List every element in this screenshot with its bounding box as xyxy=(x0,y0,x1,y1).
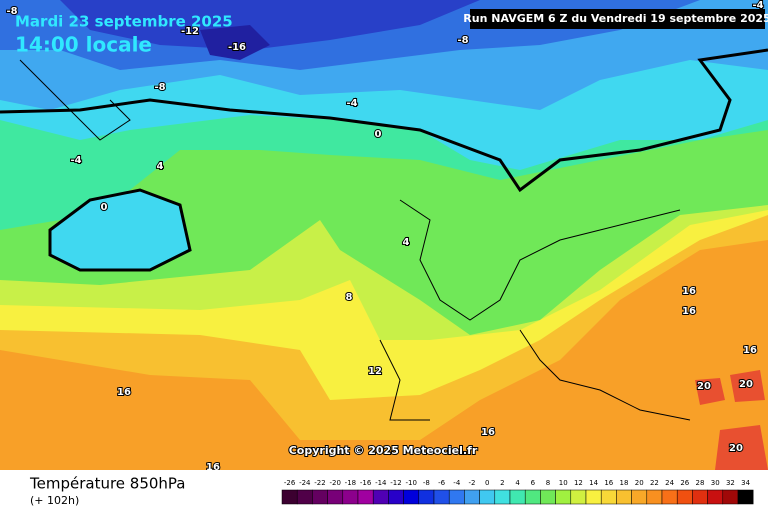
forecast-time: 14:00 locale xyxy=(15,33,152,57)
legend-swatch xyxy=(327,489,344,505)
legend-swatch xyxy=(372,489,389,505)
legend-swatch xyxy=(418,489,435,505)
legend-swatch xyxy=(296,489,313,505)
contour-label: 20 xyxy=(739,379,753,390)
legend-swatch xyxy=(433,489,450,505)
legend-label: 22 xyxy=(650,479,659,487)
contour-label: 12 xyxy=(368,366,382,377)
legend-label: 0 xyxy=(485,479,489,487)
footer-title: Température 850hPa xyxy=(29,475,186,493)
contour-label: 0 xyxy=(375,129,382,140)
legend-label: 34 xyxy=(741,479,750,487)
legend-swatch xyxy=(403,489,420,505)
legend-label: -26 xyxy=(284,479,296,487)
contour-label: 4 xyxy=(157,161,164,172)
legend-swatch xyxy=(722,489,739,505)
legend-label: -16 xyxy=(360,479,372,487)
run-box xyxy=(470,9,765,29)
legend-label: 32 xyxy=(726,479,735,487)
legend-swatch xyxy=(707,489,724,505)
temperature-field xyxy=(0,0,768,470)
legend-label: -6 xyxy=(438,479,446,487)
legend-swatch xyxy=(357,489,374,505)
legend-swatch xyxy=(540,489,556,505)
contour-label: -8 xyxy=(457,35,468,46)
legend-label: 6 xyxy=(531,479,536,487)
legend-swatch xyxy=(616,489,632,505)
legend-swatch xyxy=(661,489,678,505)
legend-label: -24 xyxy=(299,479,311,487)
legend-label: 16 xyxy=(604,479,613,487)
forecast-date: Mardi 23 septembre 2025 xyxy=(15,13,233,31)
contour-label: -8 xyxy=(6,6,17,17)
contour-label: 4 xyxy=(403,237,410,248)
legend-label: 18 xyxy=(620,479,629,487)
legend-swatch xyxy=(448,489,465,505)
contour-label: -12 xyxy=(181,26,199,37)
legend-label: 24 xyxy=(665,479,674,487)
legend-swatch xyxy=(631,489,648,505)
legend-swatch xyxy=(312,489,328,505)
copyright: Copyright © 2025 Meteociel.fr xyxy=(289,444,478,457)
legend-label: 28 xyxy=(696,479,705,487)
contour-label: -8 xyxy=(154,82,165,93)
contour-label: 16 xyxy=(743,345,757,356)
legend-swatch xyxy=(646,489,663,505)
legend-label: 30 xyxy=(711,479,720,487)
contour-label: 8 xyxy=(346,292,353,303)
legend-swatch xyxy=(509,489,526,505)
legend-label: 4 xyxy=(515,479,520,487)
legend-label: 14 xyxy=(589,479,598,487)
footer-lead: (+ 102h) xyxy=(30,494,79,507)
legend-swatch xyxy=(494,489,511,505)
legend-label: 8 xyxy=(546,479,550,487)
legend: -26 -24 -22 -20 -18 -16 -14 -12 -10 -8 -6 -4 -2 0 2 4 6 8… xyxy=(281,479,754,505)
contour-label: 20 xyxy=(697,381,711,392)
legend-swatch xyxy=(585,489,602,505)
contour-label: 16 xyxy=(117,387,131,398)
contour-label: 16 xyxy=(481,427,495,438)
legend-label: -12 xyxy=(390,479,401,487)
legend-swatch xyxy=(524,489,541,505)
legend-label: 20 xyxy=(635,479,644,487)
contour-label: 16 xyxy=(682,286,696,297)
legend-label: -14 xyxy=(375,479,387,487)
legend-swatch xyxy=(692,489,708,505)
legend-label: 12 xyxy=(574,479,583,487)
legend-swatch xyxy=(600,489,617,505)
legend-swatch xyxy=(388,489,404,505)
legend-label: -4 xyxy=(453,479,461,487)
legend-label: -18 xyxy=(345,479,356,487)
legend-label: -20 xyxy=(329,479,340,487)
contour-label: 0 xyxy=(101,202,108,213)
legend-swatch xyxy=(737,489,754,505)
legend-label: -2 xyxy=(469,479,476,487)
legend-swatch xyxy=(570,489,587,505)
legend-label: 26 xyxy=(680,479,689,487)
contour-label: 16 xyxy=(682,306,696,317)
run-info: Run NAVGEM 6 Z du Vendredi 19 septembre … xyxy=(463,12,768,25)
legend-label: -8 xyxy=(423,479,430,487)
legend-swatch xyxy=(342,489,359,505)
legend-swatch xyxy=(479,489,496,505)
legend-swatch xyxy=(555,489,572,505)
legend-label: -22 xyxy=(314,479,325,487)
legend-label: -10 xyxy=(405,479,416,487)
legend-swatch xyxy=(464,489,480,505)
legend-label: 10 xyxy=(559,479,568,487)
contour-label: -16 xyxy=(228,42,246,53)
contour-label: -4 xyxy=(70,155,81,166)
legend-swatch xyxy=(281,489,298,505)
contour-label: -4 xyxy=(346,98,357,109)
contour-label: 20 xyxy=(729,443,743,454)
legend-label: 2 xyxy=(500,479,504,487)
legend-swatch xyxy=(676,489,693,505)
